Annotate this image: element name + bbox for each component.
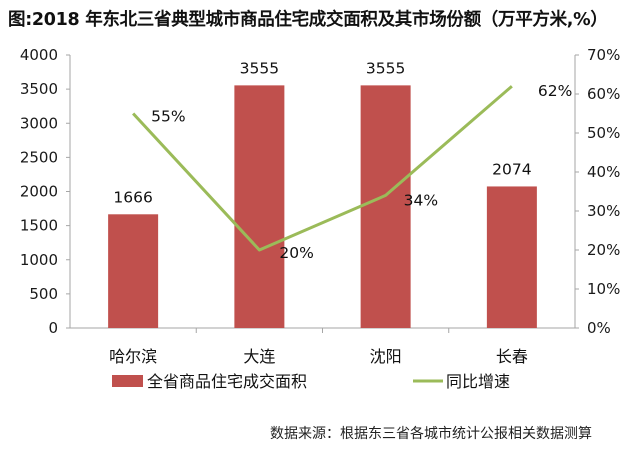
category-label: 沈阳 — [370, 347, 402, 366]
legend-bar-label: 全省商品住宅成交面积 — [147, 372, 307, 391]
bar-长春 — [486, 186, 537, 328]
left-axis-tick-label: 0 — [48, 319, 58, 337]
right-axis-tick-label: 10% — [587, 280, 620, 298]
bar-value-label: 3555 — [366, 59, 405, 77]
chart-title: 图:2018 年东北三省典型城市商品住宅成交面积及其市场份额（万平方米,%） — [8, 10, 608, 30]
right-axis-tick-label: 0% — [587, 319, 611, 337]
left-axis-tick-label: 1000 — [20, 251, 58, 269]
right-axis-tick-label: 70% — [587, 46, 620, 64]
data-source-note: 数据来源：根据东三省各城市统计公报相关数据测算 — [270, 426, 592, 442]
right-axis-tick-label: 30% — [587, 202, 620, 220]
bar-沈阳 — [360, 85, 411, 328]
left-axis-tick-label: 2500 — [20, 148, 58, 166]
line-value-label: 62% — [538, 82, 572, 100]
line-value-label: 34% — [404, 191, 438, 209]
legend-line-label: 同比增速 — [446, 372, 510, 391]
category-label: 大连 — [243, 347, 275, 366]
bar-value-label: 2074 — [492, 160, 531, 178]
left-axis-tick-label: 3000 — [20, 114, 58, 132]
right-axis-tick-label: 20% — [587, 241, 620, 259]
right-axis-tick-label: 40% — [587, 163, 620, 181]
growth-rate-line — [132, 85, 513, 252]
right-axis-tick-label: 50% — [587, 124, 620, 142]
bar-大连 — [234, 85, 285, 328]
line-value-label: 55% — [151, 108, 185, 126]
legend-bar-swatch — [112, 375, 143, 387]
left-axis-tick-label: 1500 — [20, 217, 58, 235]
line-value-label: 20% — [279, 244, 313, 262]
bar-value-label: 3555 — [240, 59, 279, 77]
left-axis-tick-label: 3500 — [20, 80, 58, 98]
category-label: 哈尔滨 — [109, 347, 157, 366]
left-axis-tick-label: 500 — [29, 285, 58, 303]
right-axis-tick-label: 60% — [587, 85, 620, 103]
category-label: 长春 — [496, 347, 528, 366]
bar-哈尔滨 — [108, 214, 159, 328]
left-axis-tick-label: 2000 — [20, 183, 58, 201]
left-axis-tick-label: 4000 — [20, 46, 58, 64]
bar-value-label: 1666 — [113, 188, 152, 206]
